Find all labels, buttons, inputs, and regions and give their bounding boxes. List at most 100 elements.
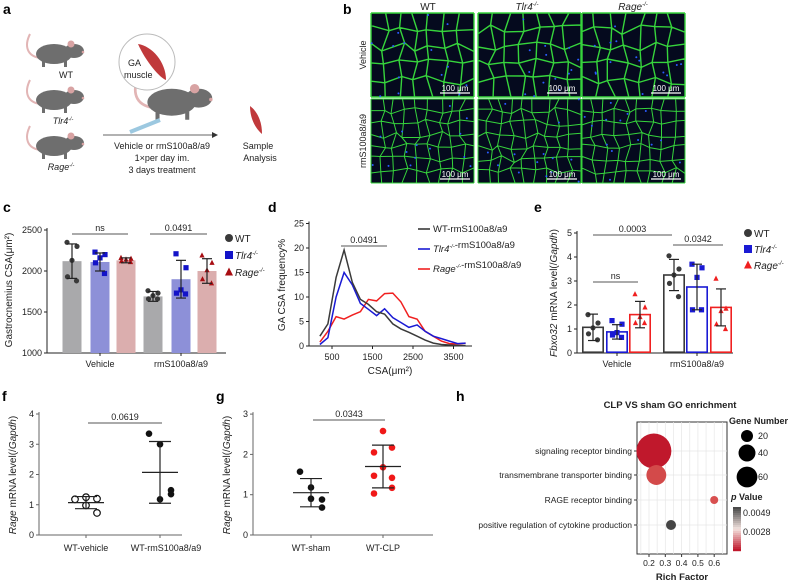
mouse-label: Tlr4-/- [53,116,74,126]
text-part: RAGE receptor binding [545,495,633,505]
legend-label: WT [235,234,251,245]
data-point-square [102,252,108,258]
bar-group [171,251,191,353]
text-part: WT [59,70,73,80]
text-part: -/- [456,264,461,270]
x-tick-label: rmS100a8/a9 [670,359,724,369]
color-legend-gradient [733,515,741,518]
x-tick-label: 3500 [443,352,463,362]
micrograph: 100 μm [370,98,475,184]
y-tick-label: 2500 [22,225,42,235]
text-part: 0 [243,530,248,540]
data-point-square [101,270,108,277]
data-point-square [183,265,189,271]
text-part: 1 [243,490,248,500]
nucleus [605,143,608,146]
data-point-circle [318,504,326,511]
enrichment-bubble [636,433,672,469]
y-tick-label: 2 [567,300,572,310]
text-part: 0.0619 [111,412,139,422]
x-tick-label: Vehicle [602,359,631,369]
text-part: Rage [433,264,456,275]
y-axis-label: Fbxo32 mRNA level(/Gapdh) [549,229,560,357]
term-label: positive regulation of cytokine producti… [478,520,632,530]
text-part: 20 [758,431,768,441]
color-legend-title: p Value [730,492,763,502]
significance-label: 0.0342 [684,234,712,244]
text-part: 20 [294,243,304,253]
mouse-2 [26,125,85,159]
treatment-text: 3 days treatment [128,165,196,175]
x-tick-label: 0.3 [659,558,671,568]
scale-bar-label: 100 μm [442,84,469,93]
data-point-circle [167,490,175,498]
data-point-square [173,290,180,296]
y-tick-label: 0 [567,348,572,358]
bar-group [90,249,110,353]
nucleus [446,23,449,26]
color-legend-gradient [733,537,741,540]
nucleus [550,171,553,174]
text-part: transmembrane transporter binding [499,470,632,480]
text-part: 2500 [22,225,42,235]
legend-label: WT-rmS100a8/a9 [433,224,507,235]
outcome-text: Sample [243,141,274,151]
nucleus [446,65,449,68]
text-part: WT [420,2,436,13]
row-label: rmS100a8/a9 [358,114,368,168]
color-legend-gradient [733,549,741,552]
text-part: mRNA level(/ [549,262,560,323]
text-part: 0 [29,530,34,540]
nucleus [370,42,373,45]
text-part: 2 [29,470,34,480]
data-point-circle [73,278,80,284]
data-point-circle [370,490,378,497]
text-part: Rage [235,268,259,279]
text-part: 2 [567,300,572,310]
text-part: muscle [124,70,153,80]
nucleus [593,44,596,47]
mouse-leg [42,61,45,67]
significance-label: 0.0491 [165,223,193,233]
muscle-label: muscle [124,70,153,80]
text-part: Vehicle [358,40,368,69]
nucleus [463,156,466,159]
color-legend-gradient [733,523,741,526]
text-part: Tlr4 [754,245,772,256]
text-part: Gene Number [729,416,789,426]
color-legend-gradient [733,511,741,514]
text-part: Vehicle or rmS100a8/a9 [114,141,210,151]
term-label: signaling receptor binding [535,446,632,456]
panel-h-chart: CLP VS sham GO enrichment signaling recep… [478,400,788,583]
text-part: -/- [449,244,454,250]
panel-f-chart: 0 1 2 3 4 WT-vehicle WT-rmS100a8/a9 0.0619 Rage … [8,409,201,553]
panel-c-chart: 1000 1500 2000 2500 Vehicle rmS100a8/a9 WT Tlr4… [4,223,265,369]
nucleus [486,151,489,154]
text-part: 0.0343 [335,409,363,419]
scale-bar-label: 100 μm [653,84,680,93]
text-part: 100 μm [442,84,469,93]
text-part: 3 [243,409,248,419]
column-label: WT [420,2,436,13]
arrow-head [212,132,218,138]
panel-label-d: d [268,199,277,215]
size-legend-bubble [741,430,753,442]
bar-group [581,312,604,354]
text-part: Rage [618,2,642,13]
text-part: 0.0491 [350,235,378,245]
y-tick-label: 10 [294,292,304,302]
data-point-circle [370,472,378,480]
data-point-circle [744,229,752,237]
text-part: 3500 [443,352,463,362]
nucleus [641,93,644,96]
nucleus [430,49,433,52]
nucleus [577,180,580,183]
data-point-triangle [642,304,648,310]
nucleus [401,130,404,133]
nucleus [542,81,545,84]
x-tick-label: WT-rmS100a8/a9 [131,543,202,553]
data-point-circle [666,253,672,259]
micrograph: 100 μm [477,12,582,98]
nucleus [570,68,573,71]
